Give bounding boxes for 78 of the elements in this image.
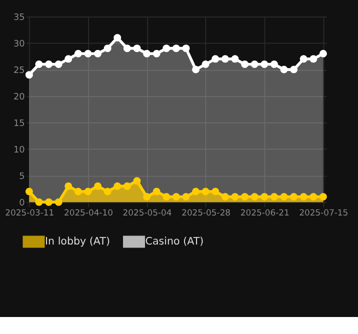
y-tick-label: 0 — [19, 198, 26, 208]
point — [212, 55, 220, 63]
point — [221, 193, 229, 201]
point — [35, 60, 43, 68]
point — [25, 188, 33, 196]
point — [231, 193, 239, 201]
y-tick-label: 15 — [14, 118, 25, 129]
point — [143, 50, 151, 58]
x-tick-label: 2025-07-15 — [299, 208, 348, 218]
legend-label: Casino (AT) — [145, 236, 204, 248]
point — [250, 193, 258, 201]
point — [319, 193, 327, 201]
x-tick-label: 2025-05-28 — [182, 208, 231, 218]
point — [280, 66, 288, 74]
y-tick-label: 20 — [14, 92, 26, 102]
point — [300, 55, 308, 63]
point — [45, 198, 53, 206]
point — [143, 193, 151, 201]
point — [290, 66, 298, 74]
x-tick-label: 2025-06-21 — [240, 208, 290, 218]
point — [231, 55, 239, 63]
point — [241, 193, 249, 201]
point — [270, 193, 278, 201]
point — [94, 182, 102, 190]
point — [192, 66, 200, 74]
point — [104, 44, 112, 52]
point — [192, 188, 200, 196]
point — [280, 193, 288, 201]
point — [123, 182, 131, 190]
point — [104, 188, 112, 196]
point — [162, 193, 170, 201]
point — [221, 55, 229, 63]
point — [74, 188, 82, 196]
point — [114, 34, 122, 42]
point — [300, 193, 308, 201]
point — [172, 44, 180, 52]
point — [84, 188, 92, 196]
point — [260, 193, 268, 201]
point — [54, 60, 62, 68]
legend-label: In lobby (AT) — [44, 236, 110, 248]
point — [182, 44, 190, 52]
point — [133, 177, 141, 185]
point — [123, 44, 131, 52]
point — [241, 60, 249, 68]
point — [290, 193, 298, 201]
point — [172, 193, 180, 201]
x-tick-label: 2025-03-11 — [5, 208, 54, 218]
point — [319, 50, 327, 58]
point — [64, 182, 72, 190]
y-tick-label: 5 — [19, 172, 25, 182]
point — [162, 44, 170, 52]
point — [35, 198, 43, 206]
x-tick-label: 2025-04-10 — [64, 208, 113, 218]
point — [202, 60, 210, 68]
point — [182, 193, 190, 201]
x-tick-label: 2025-05-04 — [122, 208, 172, 218]
point — [54, 198, 62, 206]
point — [202, 188, 210, 196]
point — [260, 60, 268, 68]
point — [152, 188, 160, 196]
point — [25, 71, 33, 79]
point — [310, 55, 318, 63]
point — [94, 50, 102, 58]
point — [114, 182, 122, 190]
point — [250, 60, 258, 68]
point — [74, 50, 82, 58]
point — [152, 50, 160, 58]
y-tick-label: 10 — [14, 145, 26, 156]
point — [133, 44, 141, 52]
point — [64, 55, 72, 63]
y-tick-label: 25 — [14, 66, 25, 76]
y-tick-label: 35 — [14, 12, 25, 23]
point — [84, 50, 92, 58]
y-tick-label: 30 — [14, 39, 26, 50]
point — [45, 60, 53, 68]
point — [212, 188, 220, 196]
point — [270, 60, 278, 68]
point — [310, 193, 318, 201]
